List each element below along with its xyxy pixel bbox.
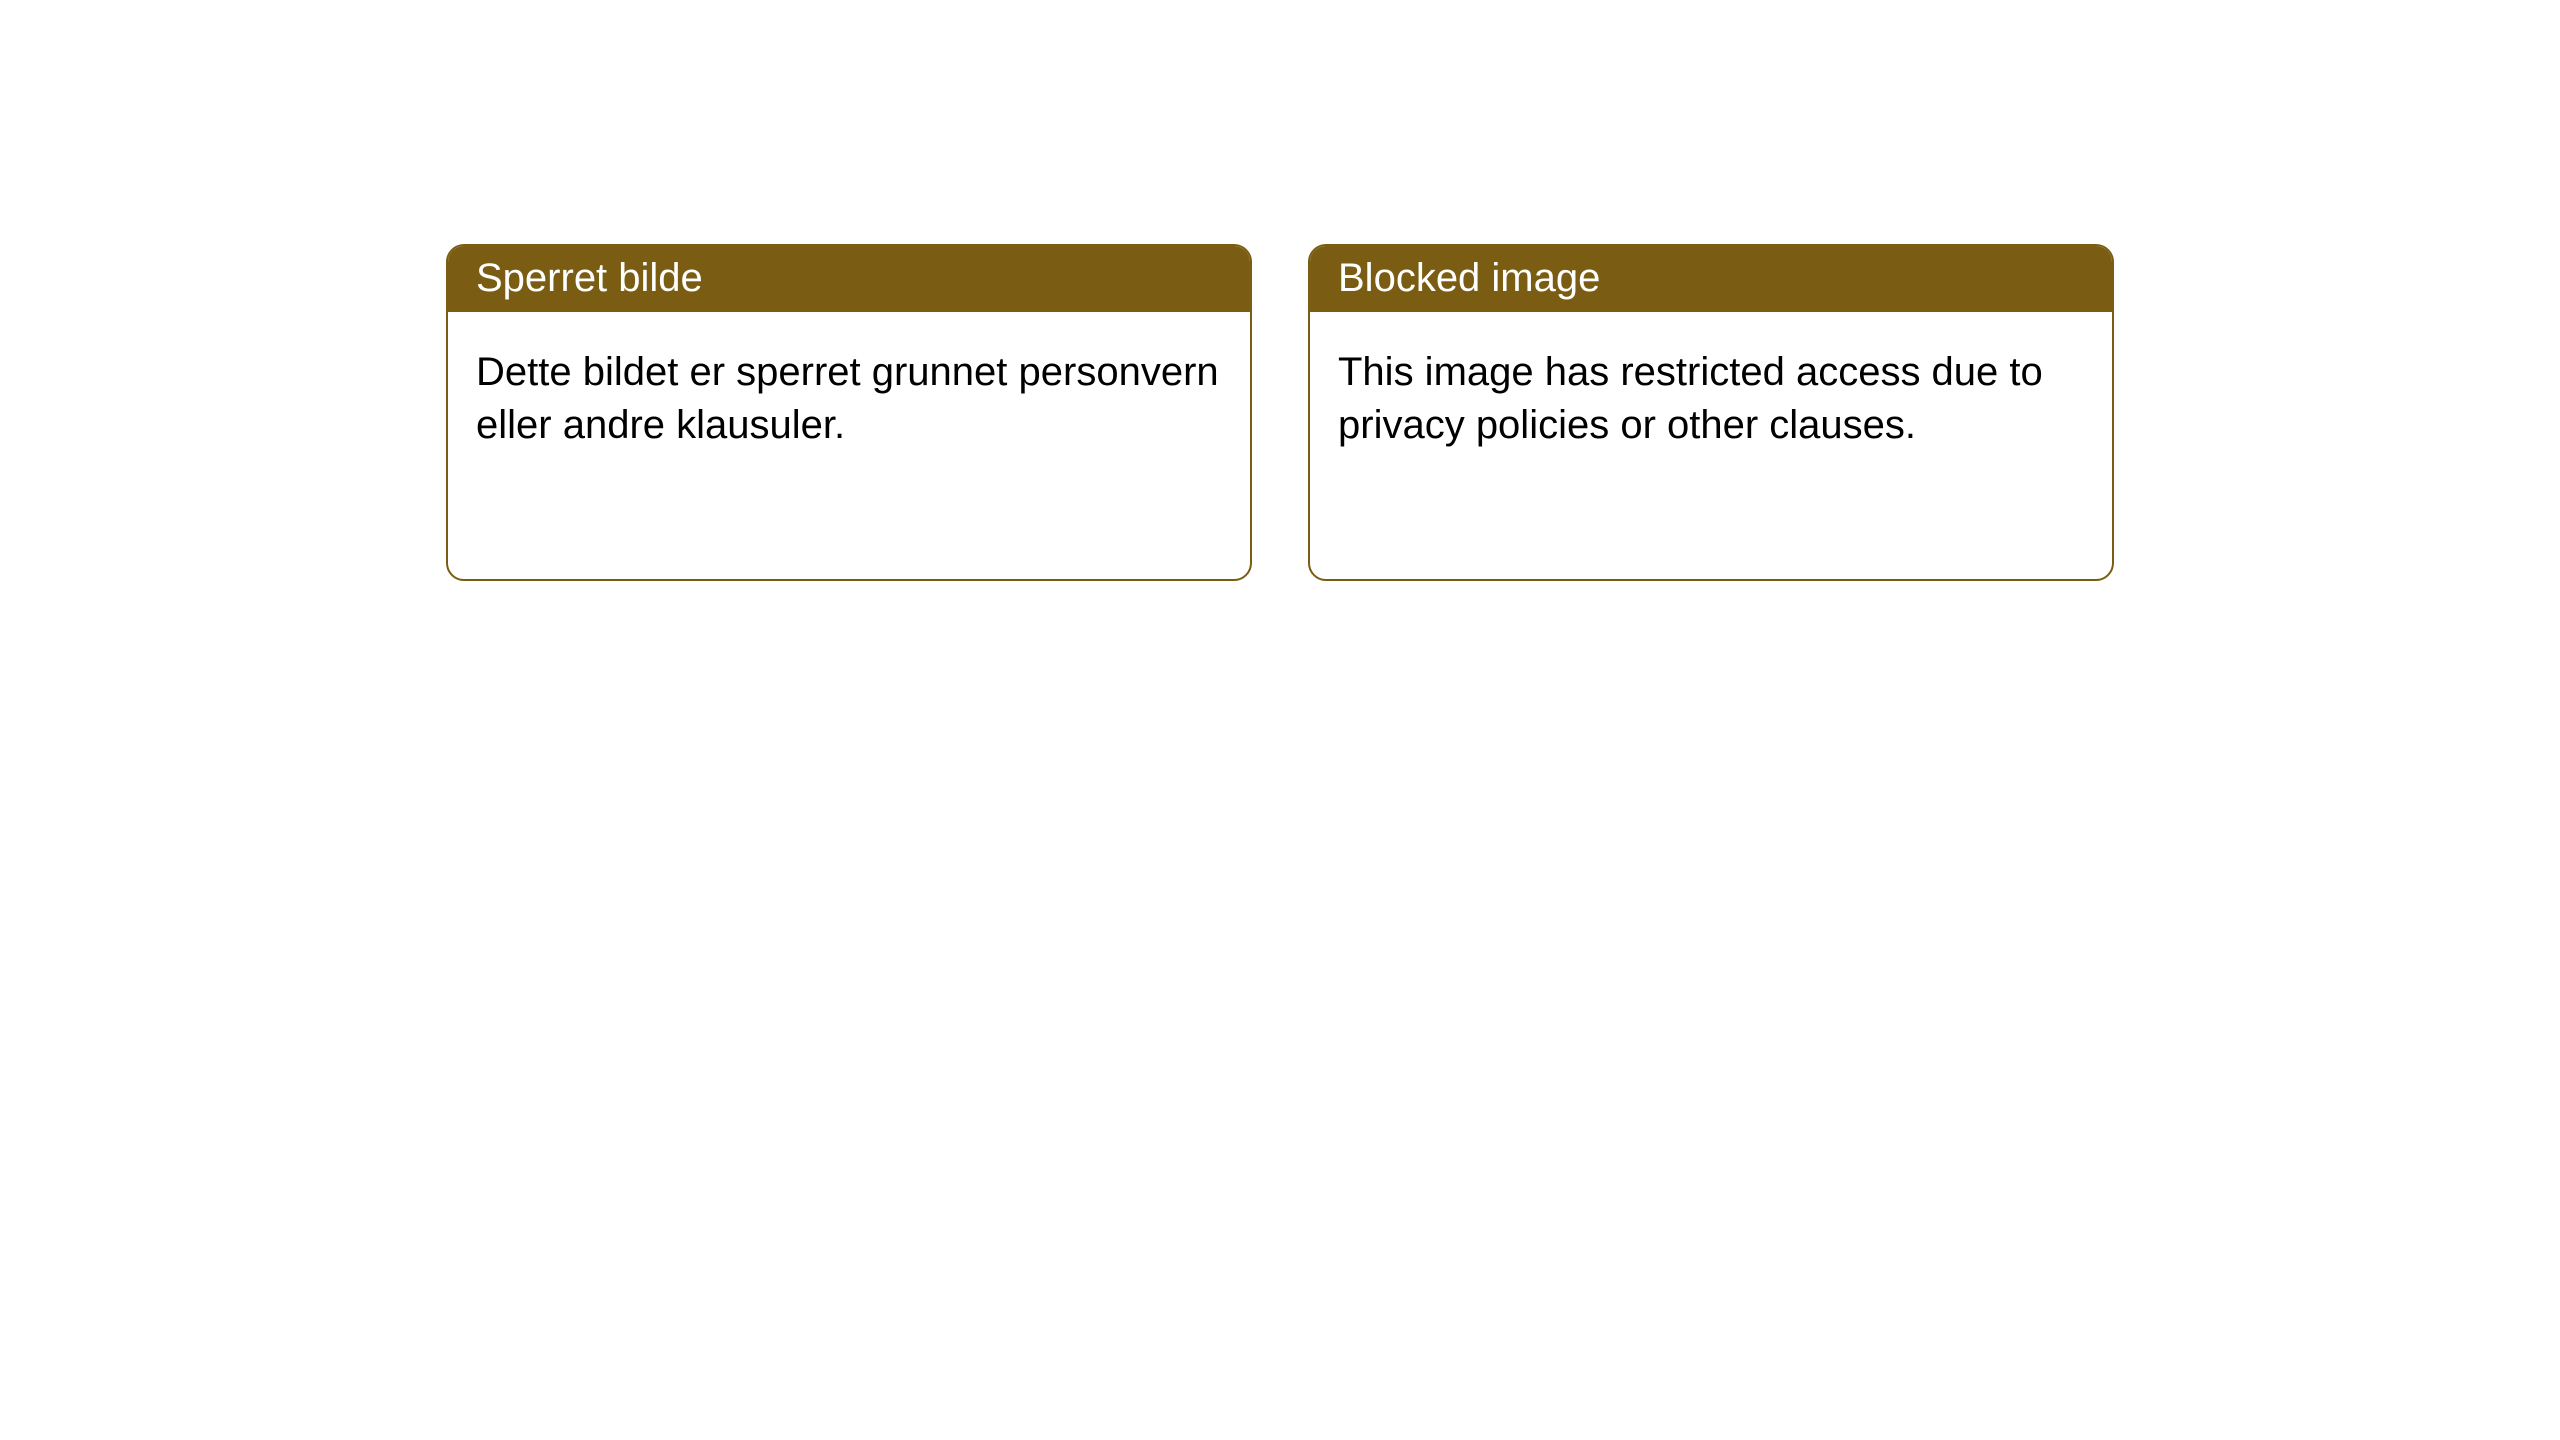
notice-card-norwegian: Sperret bilde Dette bildet er sperret gr… — [446, 244, 1252, 581]
card-header-text: Blocked image — [1338, 256, 1600, 300]
card-body-text: Dette bildet er sperret grunnet personve… — [476, 350, 1219, 447]
card-header-text: Sperret bilde — [476, 256, 703, 300]
card-body: This image has restricted access due to … — [1310, 312, 2112, 476]
notice-cards-container: Sperret bilde Dette bildet er sperret gr… — [0, 0, 2560, 581]
card-body: Dette bildet er sperret grunnet personve… — [448, 312, 1250, 476]
notice-card-english: Blocked image This image has restricted … — [1308, 244, 2114, 581]
card-header: Sperret bilde — [448, 246, 1250, 312]
card-header: Blocked image — [1310, 246, 2112, 312]
card-body-text: This image has restricted access due to … — [1338, 350, 2043, 447]
